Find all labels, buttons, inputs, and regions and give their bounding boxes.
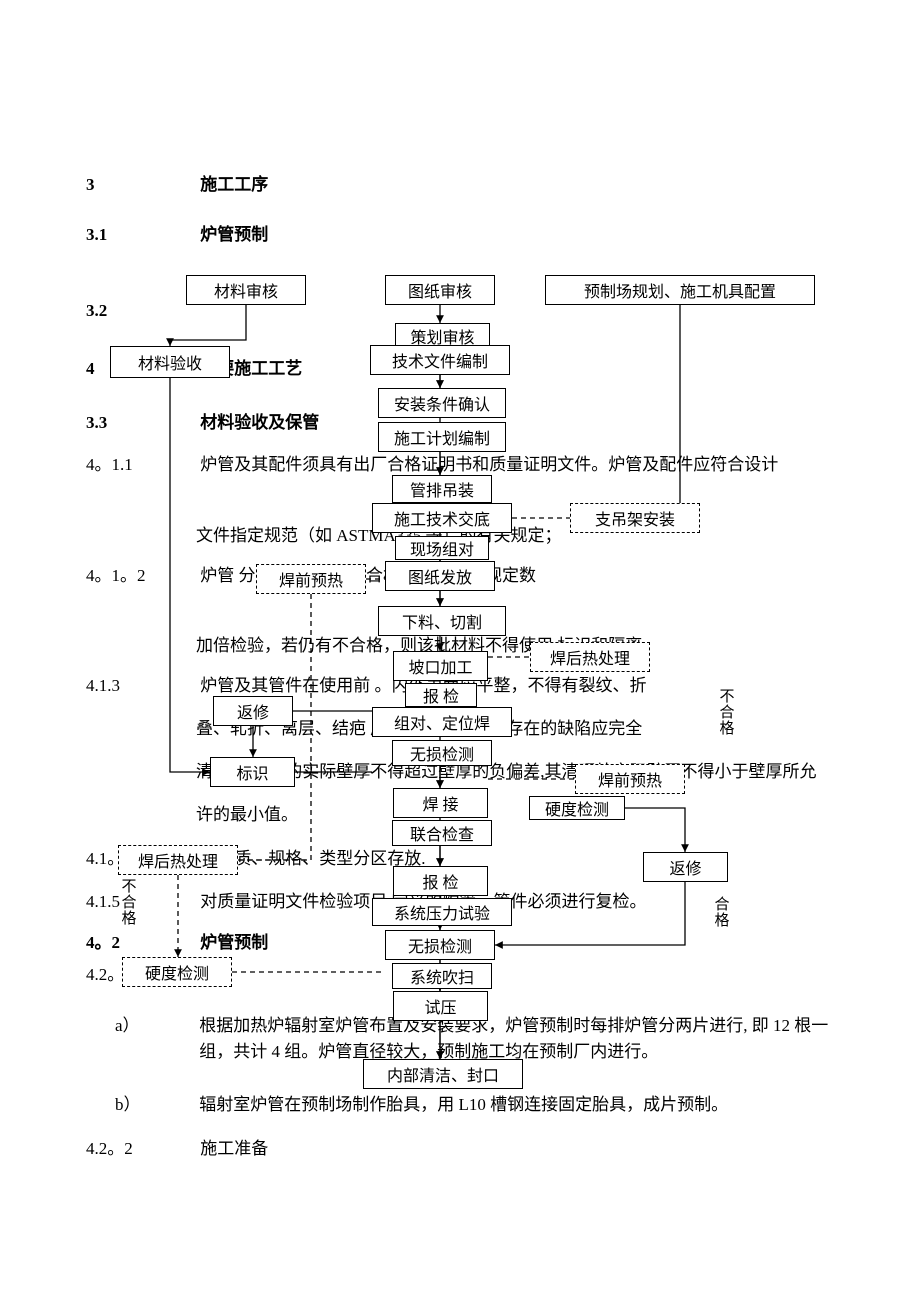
flow-node-n_cut: 下料、切割 <box>378 606 506 636</box>
h3-num: 3 <box>86 172 196 198</box>
flow-node-n_installcond: 安装条件确认 <box>378 388 506 418</box>
p411: 4。1.1 炉管及其配件须具有出厂合格证明书和质量证明文件。炉管及配件应符合设计 <box>86 452 866 478</box>
pa: a） 根据加热炉辐射室炉管布置及安装要求，炉管预制时每排炉管分两片进行, 即 1… <box>115 1013 865 1064</box>
h31: 3.1 炉管预制 <box>86 222 268 248</box>
h3-title: 施工工序 <box>200 175 268 194</box>
flow-node-n_siteplan: 预制场规划、施工机具配置 <box>545 275 815 305</box>
p422-num: 4.2。2 <box>86 1136 196 1162</box>
p415: 4.1.5 对质量证明文件检验项目 定义的炉管、管件必须进行复检。 <box>86 889 866 915</box>
h33-title: 材料验收及保管 <box>200 413 319 432</box>
p412: 4。1。2 炉管 分析. 若有一件不合格，必须按原规定数 <box>86 563 866 589</box>
flow-node-n_plan: 施工计划编制 <box>378 422 506 452</box>
p413: 4.1.3 炉管及其管件在使用前 。内外表面应平整，不得有裂纹、折 <box>86 673 866 699</box>
h31-num: 3.1 <box>86 222 196 248</box>
h32-num: 3.2 <box>86 298 196 324</box>
p414-num: 4.1。4 <box>86 846 196 872</box>
flow-node-n_pipeinstall: 管排吊装 <box>392 475 492 503</box>
flow-node-n_nondest2: 无损检测 <box>385 930 495 960</box>
p412-c: 加倍检验，若仍有不合格，则该批材料不得使用 标识和隔离。 <box>196 633 856 659</box>
p414: 4.1。4 按材质、规格、类型分区存放. <box>86 846 866 872</box>
page: 3 施工工序 3.1 炉管预制 3.2 4 主要施工工艺 3.3 材料验收及保管… <box>0 0 920 1302</box>
pb: b） 辐射室炉管在预制场制作胎具，用 L10 槽钢连接固定胎具，成片预制。 <box>115 1092 865 1118</box>
p415-num: 4.1.5 <box>86 889 196 915</box>
p412-num: 4。1。2 <box>86 563 196 589</box>
h32: 3.2 <box>86 298 196 324</box>
h33: 3.3 材料验收及保管 <box>86 410 319 436</box>
h33-num: 3.3 <box>86 410 196 436</box>
p421: 4.2。1 <box>86 962 196 988</box>
p422: 4.2。2 施工准备 <box>86 1136 268 1162</box>
p411-num: 4。1.1 <box>86 452 196 478</box>
flow-node-n_drawreview: 图纸审核 <box>385 275 495 305</box>
p411-c: 文件指定规范（如 ASTMA335 等）的有关规定； <box>196 523 856 549</box>
pa-label: a） <box>115 1013 195 1039</box>
h4-num: 4 <box>86 356 196 382</box>
p411-body: 炉管及其配件须具有出厂合格证明书和质量证明文件。炉管及配件应符合设计 <box>200 452 860 478</box>
h42-title: 炉管预制 <box>200 933 268 952</box>
p413-c2: 叠、轧折、离层、结疤 严重锈蚀现象。对存在的缺陷应完全 <box>196 716 856 742</box>
h3: 3 施工工序 <box>86 172 268 198</box>
flow-node-n_plancheck: 策划审核 <box>395 323 490 349</box>
p415-body: 对质量证明文件检验项目 定义的炉管、管件必须进行复检。 <box>200 889 860 915</box>
p413-num: 4.1.3 <box>86 673 196 699</box>
h31-title: 炉管预制 <box>200 225 268 244</box>
h4: 4 主要施工工艺 <box>86 356 302 382</box>
p412-body: 炉管 分析. 若有一件不合格，必须按原规定数 <box>200 563 860 589</box>
h42: 4。2 炉管预制 <box>86 930 268 956</box>
h42-num: 4。2 <box>86 930 196 956</box>
pa-body: 根据加热炉辐射室炉管布置及安装要求，炉管预制时每排炉管分两片进行, 即 12 根… <box>199 1013 859 1064</box>
flow-node-n_matreview: 材料审核 <box>186 275 306 305</box>
p413-body: 炉管及其管件在使用前 。内外表面应平整，不得有裂纹、折 <box>200 673 860 699</box>
h4-title: 主要施工工艺 <box>200 359 302 378</box>
p414-body: 按材质、规格、类型分区存放. <box>200 846 860 872</box>
p422-title: 施工准备 <box>200 1139 268 1158</box>
p413-c3: 清除,清理处的实际壁厚不得超过壁厚的负偏差,其清理处实际壁厚不得小于壁厚所允 <box>196 759 856 785</box>
flow-node-n_blow: 系统吹扫 <box>392 963 492 989</box>
pb-body: 辐射室炉管在预制场制作胎具，用 L10 槽钢连接固定胎具，成片预制。 <box>199 1092 859 1118</box>
flow-node-n_techdoc: 技术文件编制 <box>370 345 510 375</box>
p421-num: 4.2。1 <box>86 962 196 988</box>
pb-label: b） <box>115 1092 195 1118</box>
p413-c4: 许的最小值。 <box>196 802 856 828</box>
